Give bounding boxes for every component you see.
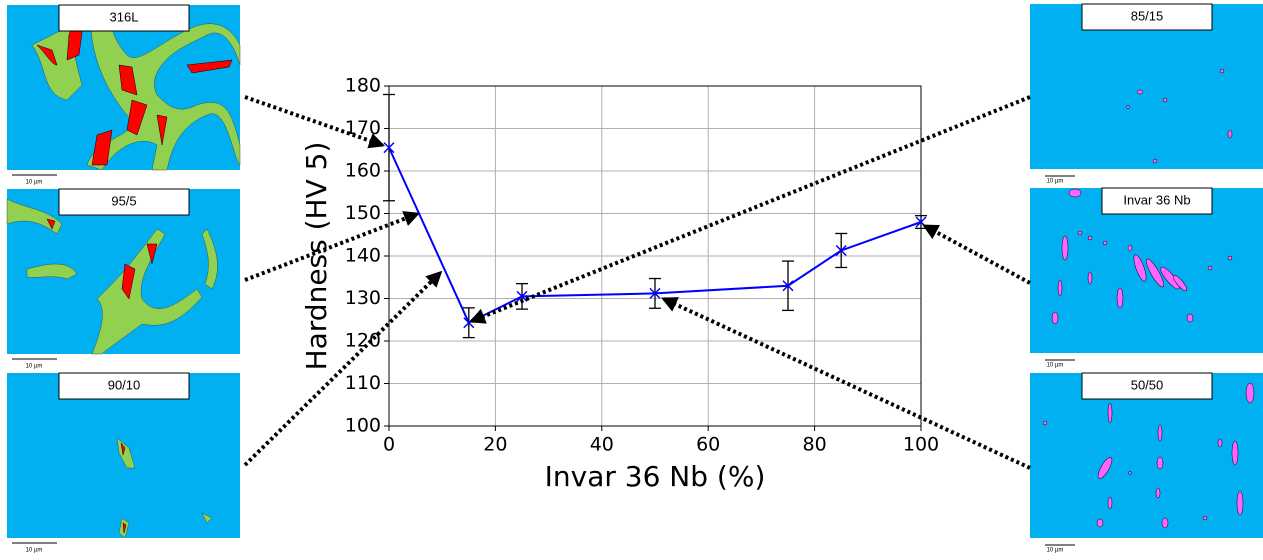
marker	[649, 287, 661, 299]
micrograph: 50/50 10 µm	[1030, 372, 1263, 554]
plot: 0 20 40 60 80 100 100 110 120 130 140 150 160 170 180 I…	[300, 75, 939, 494]
micrograph: 90/10 10 µm	[7, 372, 240, 554]
y-tick-label: 140	[345, 245, 381, 267]
x-tick-label: 60	[696, 434, 720, 456]
pointer-arrows	[243, 95, 1031, 470]
marker	[835, 244, 847, 257]
scale-label: 10 µm	[26, 364, 43, 370]
x-tick-label: 40	[590, 434, 614, 456]
panel-label: 90/10	[108, 377, 141, 392]
y-tick-label: 100	[345, 415, 381, 437]
micrograph: Invar 36 Nb 10 µm	[1030, 187, 1263, 369]
panel-label: 50/50	[1131, 377, 1164, 392]
x-tick-label: 0	[383, 434, 395, 456]
y-tick-label: 180	[345, 75, 381, 97]
scale-label: 10 µm	[1047, 179, 1064, 185]
plot-frame	[388, 85, 922, 427]
x-tick-label: 20	[483, 434, 507, 456]
marker	[782, 280, 794, 292]
y-tick-label: 120	[345, 330, 381, 352]
panel-label: 316L	[110, 9, 139, 24]
scale-label: 10 µm	[26, 548, 43, 554]
y-tick-label: 110	[345, 372, 381, 394]
x-tick-label: 80	[803, 434, 827, 456]
scale-label: 10 µm	[1047, 363, 1064, 369]
micrograph: 85/15 10 µm	[1030, 3, 1263, 185]
panel-label: 85/15	[1131, 8, 1164, 23]
marker	[516, 290, 528, 302]
y-tick-label: 160	[345, 160, 381, 182]
micrograph: 95/5 10 µm	[6, 188, 240, 370]
panel-label: 95/5	[111, 193, 136, 208]
marker	[383, 142, 395, 154]
scale-label: 10 µm	[1047, 548, 1064, 554]
y-tick-label: 150	[345, 202, 381, 224]
x-axis-label: Invar 36 Nb (%)	[545, 460, 766, 493]
y-tick-label: 170	[345, 117, 381, 139]
micrograph: 316L 10 µm	[7, 4, 241, 186]
y-axis-label: Hardness (HV 5)	[300, 142, 333, 371]
y-tick-label: 130	[345, 287, 381, 309]
panel-label: Invar 36 Nb	[1123, 192, 1190, 207]
scale-label: 10 µm	[26, 180, 43, 186]
x-tick-label: 100	[903, 434, 939, 456]
